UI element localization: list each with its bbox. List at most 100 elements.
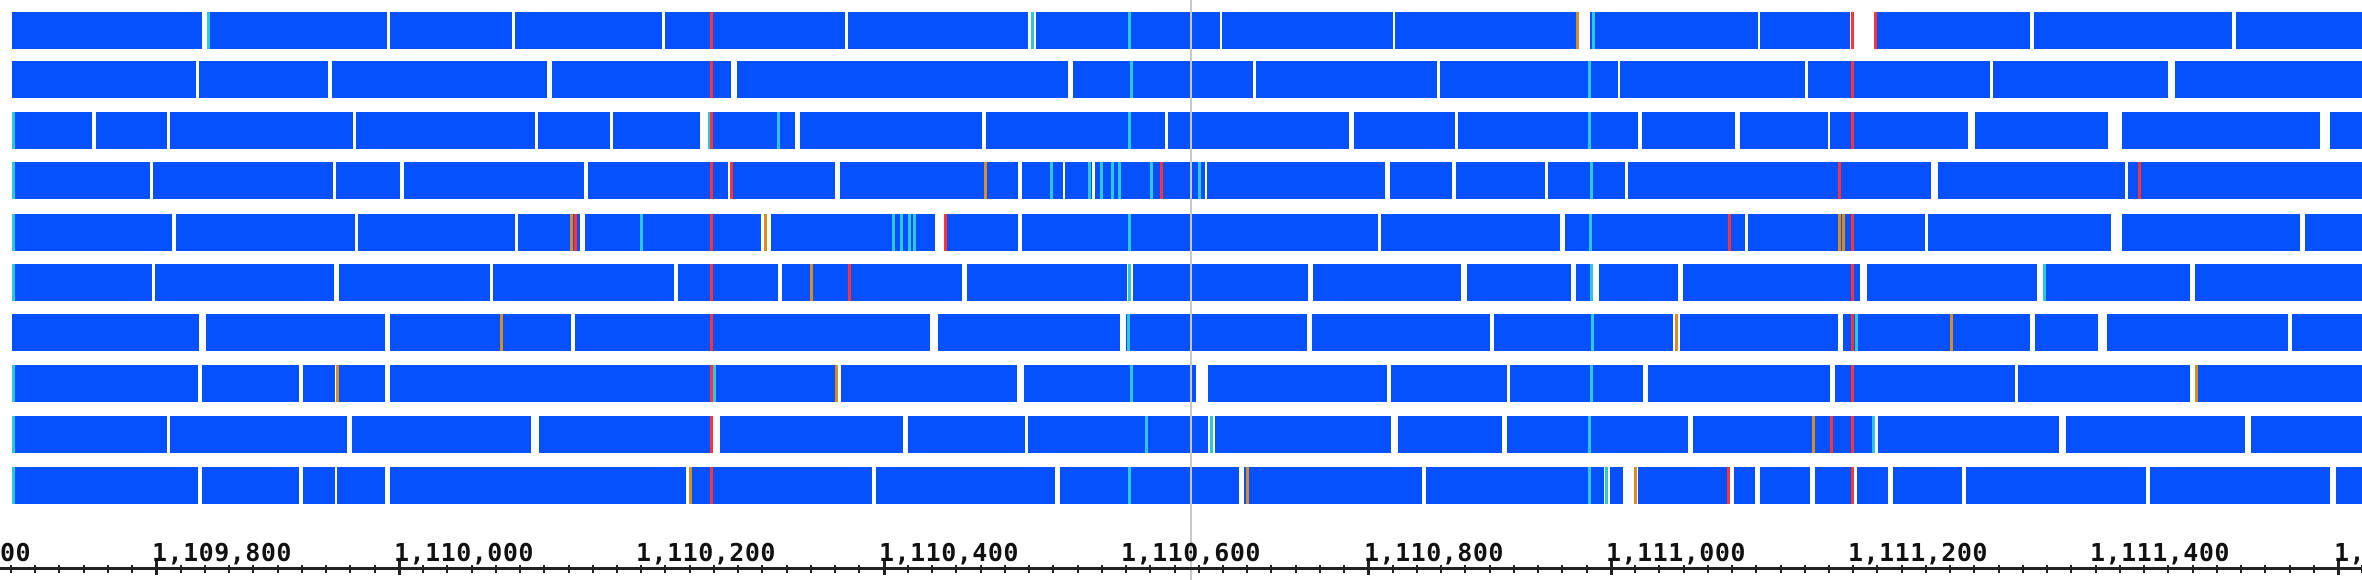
aligned-read[interactable] [1494, 314, 1673, 351]
aligned-read[interactable] [352, 416, 531, 453]
aligned-read[interactable] [358, 214, 515, 251]
aligned-read[interactable] [1065, 162, 1092, 199]
aligned-read[interactable] [1028, 416, 1208, 453]
aligned-read[interactable] [1599, 264, 1678, 301]
aligned-read[interactable] [1760, 467, 1810, 504]
aligned-read[interactable] [720, 416, 903, 453]
aligned-read[interactable] [1222, 12, 1393, 49]
read-track-row[interactable] [0, 162, 2362, 199]
aligned-read[interactable] [2122, 214, 2300, 251]
aligned-read[interactable] [712, 112, 795, 149]
aligned-read[interactable] [12, 264, 152, 301]
aligned-read[interactable] [585, 214, 761, 251]
aligned-read[interactable] [1815, 467, 1853, 504]
aligned-read[interactable] [1126, 314, 1307, 351]
aligned-read[interactable] [1993, 61, 2168, 98]
aligned-read[interactable] [12, 12, 202, 49]
aligned-read[interactable] [1683, 264, 1860, 301]
aligned-read[interactable] [2198, 365, 2362, 402]
aligned-read[interactable] [390, 467, 686, 504]
aligned-read[interactable] [1133, 264, 1308, 301]
aligned-read[interactable] [202, 365, 299, 402]
aligned-read[interactable] [2195, 264, 2362, 301]
aligned-read[interactable] [538, 112, 610, 149]
aligned-read[interactable] [1024, 365, 1196, 402]
aligned-read[interactable] [771, 214, 935, 251]
aligned-read[interactable] [1648, 365, 1830, 402]
aligned-read[interactable] [539, 416, 712, 453]
aligned-read[interactable] [1693, 416, 1872, 453]
aligned-read[interactable] [1060, 467, 1239, 504]
aligned-read[interactable] [12, 61, 196, 98]
aligned-read[interactable] [1893, 467, 1962, 504]
read-track-row[interactable] [0, 112, 2362, 149]
aligned-read[interactable] [2034, 12, 2232, 49]
aligned-read[interactable] [1638, 467, 1728, 504]
aligned-read[interactable] [12, 162, 150, 199]
aligned-read[interactable] [1734, 467, 1755, 504]
aligned-read[interactable] [944, 214, 1018, 251]
aligned-read[interactable] [1928, 214, 2111, 251]
aligned-read[interactable] [588, 162, 728, 199]
aligned-read[interactable] [202, 467, 299, 504]
aligned-read[interactable] [1857, 467, 1888, 504]
aligned-read[interactable] [2330, 112, 2362, 149]
aligned-read[interactable] [1867, 264, 2037, 301]
aligned-read[interactable] [2122, 112, 2320, 149]
aligned-read[interactable] [153, 162, 333, 199]
aligned-read[interactable] [1467, 264, 1571, 301]
aligned-read[interactable] [1642, 112, 1735, 149]
aligned-read[interactable] [1395, 12, 1576, 49]
aligned-read[interactable] [2043, 264, 2190, 301]
aligned-read[interactable] [938, 314, 1120, 351]
read-track-row[interactable] [0, 467, 2362, 504]
read-track-row[interactable] [0, 214, 2362, 251]
aligned-read[interactable] [303, 467, 335, 504]
genomic-ruler[interactable]: 00 1,109,800 1,110,000 1,110,200 1,110,4… [0, 505, 2362, 580]
aligned-read[interactable] [1610, 467, 1623, 504]
aligned-read[interactable] [1256, 61, 1437, 98]
aligned-read[interactable] [390, 314, 571, 351]
aligned-read[interactable] [1022, 214, 1378, 251]
aligned-read[interactable] [12, 112, 92, 149]
aligned-read[interactable] [2150, 467, 2330, 504]
aligned-read[interactable] [1244, 467, 1422, 504]
aligned-read[interactable] [967, 264, 1127, 301]
aligned-read[interactable] [2336, 467, 2362, 504]
read-track-row[interactable] [0, 12, 2362, 49]
aligned-read[interactable] [841, 365, 1017, 402]
read-track-row[interactable] [0, 61, 2362, 98]
aligned-read[interactable] [1440, 61, 1618, 98]
aligned-read[interactable] [1843, 314, 2030, 351]
aligned-read[interactable] [1760, 12, 1850, 49]
aligned-read[interactable] [208, 12, 387, 49]
aligned-read[interactable] [1680, 314, 1838, 351]
aligned-read[interactable] [390, 365, 710, 402]
aligned-read[interactable] [155, 264, 334, 301]
aligned-read[interactable] [2128, 162, 2362, 199]
aligned-read[interactable] [206, 314, 385, 351]
aligned-read[interactable] [737, 61, 1068, 98]
aligned-read[interactable] [337, 365, 385, 402]
aligned-read[interactable] [1748, 214, 1925, 251]
aligned-read[interactable] [1878, 416, 2059, 453]
aligned-read[interactable] [493, 264, 674, 301]
aligned-read[interactable] [199, 61, 328, 98]
aligned-read[interactable] [170, 112, 353, 149]
aligned-read[interactable] [1354, 112, 1455, 149]
aligned-read[interactable] [1808, 61, 1990, 98]
aligned-read[interactable] [336, 162, 400, 199]
aligned-read[interactable] [876, 467, 1055, 504]
aligned-read[interactable] [1590, 12, 1758, 49]
aligned-read[interactable] [731, 162, 835, 199]
aligned-read[interactable] [665, 12, 845, 49]
aligned-read[interactable] [12, 314, 199, 351]
aligned-read[interactable] [1740, 112, 1828, 149]
aligned-read[interactable] [1381, 214, 1560, 251]
aligned-read[interactable] [800, 112, 982, 149]
aligned-read[interactable] [1975, 112, 2108, 149]
aligned-read[interactable] [12, 365, 198, 402]
aligned-read[interactable] [12, 214, 172, 251]
aligned-read[interactable] [1628, 162, 1931, 199]
